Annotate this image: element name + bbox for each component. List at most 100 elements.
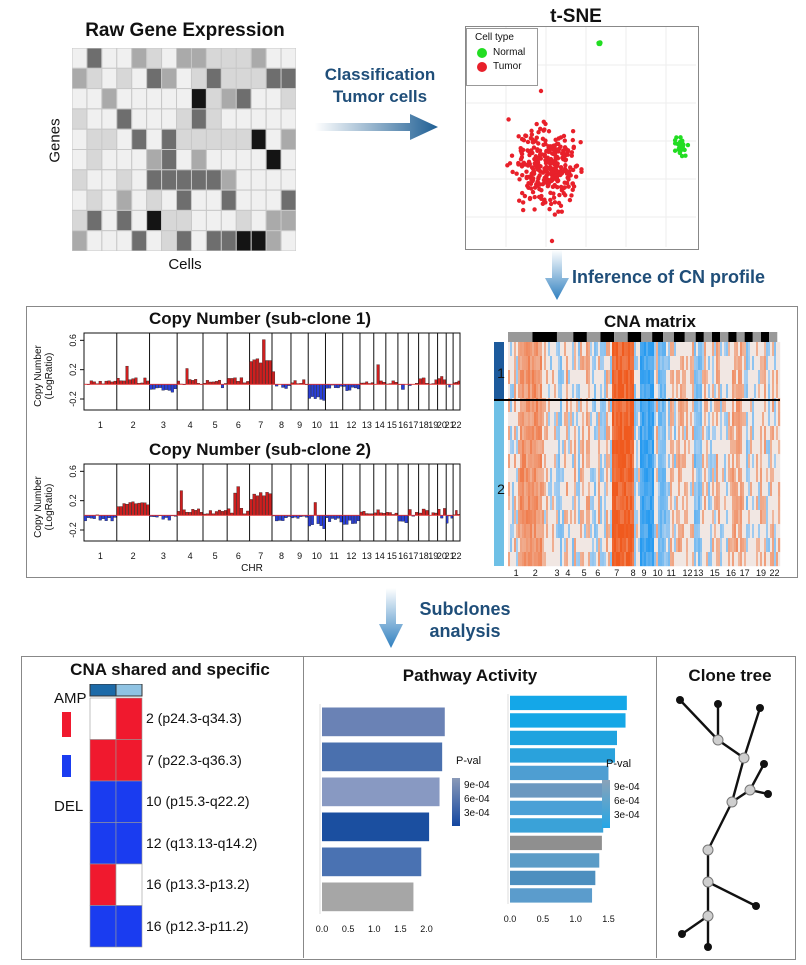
cna-cell (720, 552, 723, 567)
cna-cell (694, 496, 697, 511)
cna-cell (720, 510, 723, 525)
cna-cell (514, 468, 517, 483)
cna-cell (724, 342, 727, 357)
cn-chrom-label: 4 (188, 420, 193, 430)
cna-cell (668, 510, 671, 525)
cna-cell (668, 468, 671, 483)
tumor-point (519, 155, 525, 160)
cna-cell (646, 552, 649, 567)
cna-cell (594, 468, 597, 483)
cn-bar (336, 515, 340, 519)
cna-cell (696, 454, 699, 469)
cna-cell (712, 510, 715, 525)
cna-cell (778, 342, 781, 357)
cna-cell (684, 552, 687, 567)
cna-cell (664, 524, 667, 539)
cna-cell (556, 412, 559, 427)
cna-cell (688, 384, 691, 399)
cna-cell (552, 412, 555, 427)
cna-cell (730, 538, 733, 553)
cna-cell (656, 370, 659, 385)
cna-cell (656, 426, 659, 441)
cna-cell (754, 454, 757, 469)
cna-cell (534, 370, 537, 385)
cna-cell (726, 482, 729, 497)
cna-cell (718, 468, 721, 483)
heatmap-cell (235, 48, 252, 69)
heatmap-cell (116, 67, 133, 90)
cn-bar (401, 384, 405, 390)
cna-cell (600, 356, 603, 371)
cna-cell (584, 356, 587, 371)
cna-cell (618, 524, 621, 539)
cna-cell (718, 426, 721, 441)
cna-cell (716, 510, 719, 525)
cna-cell (610, 482, 613, 497)
cna-cell (650, 468, 653, 483)
cna-x-label: 17 (740, 568, 750, 576)
cna-cell (648, 440, 651, 455)
cna-cell (648, 482, 651, 497)
tumor-point (516, 134, 521, 139)
cn-bar (205, 380, 209, 385)
cna-cell (764, 510, 767, 525)
pval-colorbar (452, 778, 460, 826)
cna-cell (776, 524, 779, 539)
heatmap-cell (86, 169, 103, 191)
cna-cell (580, 454, 583, 469)
cna-cell (516, 426, 519, 441)
cna-cell (518, 412, 521, 427)
cna-cell (742, 384, 745, 399)
cna-cell (698, 426, 701, 441)
tumor-point (549, 238, 555, 244)
heatmap-cell (86, 149, 103, 171)
cn-bar (450, 515, 453, 519)
inference-arrow-icon (545, 250, 569, 300)
raw-expression-title: Raw Gene Expression (85, 20, 285, 41)
tumor-point (520, 162, 526, 167)
cna-cell (588, 384, 591, 399)
cna-cell (636, 482, 639, 497)
cna-clone1-label: 1 (497, 365, 505, 381)
pathway-bar (510, 713, 626, 728)
cna-cell (630, 482, 633, 497)
cna-cell (534, 552, 537, 567)
cn-bar (173, 384, 177, 390)
cna-cell (510, 384, 513, 399)
cna-cell (606, 412, 609, 427)
del-label: DEL (54, 798, 84, 815)
cna-cell (578, 510, 581, 525)
normal-point (677, 150, 683, 156)
cna-cell (552, 426, 555, 441)
tumor-point (517, 177, 522, 182)
cna-cell (744, 510, 747, 525)
legend-tumor-entry: Tumor (477, 61, 537, 72)
cna-cell (764, 356, 767, 371)
cn-bar (104, 380, 108, 385)
tree-leaf-node (752, 902, 760, 910)
cna-cell (712, 552, 715, 567)
cna-cell (558, 412, 561, 427)
cna-cell (550, 454, 553, 469)
cna-cell (660, 468, 663, 483)
cna-cell (536, 496, 539, 511)
cna-cell (606, 482, 609, 497)
tumor-point (556, 209, 561, 214)
cna-cell (596, 482, 599, 497)
amp-label: AMP (54, 690, 87, 707)
cna-cell (682, 552, 685, 567)
cna-cell (772, 342, 775, 357)
cna-cell (566, 356, 569, 371)
cna-cell (546, 482, 549, 497)
cna-cell (644, 524, 647, 539)
cna-cell (740, 552, 743, 567)
cna-cell (544, 342, 547, 357)
cna-cell (678, 538, 681, 553)
cna-cell (682, 538, 685, 553)
cna-cell (512, 426, 515, 441)
pval-tick-label: 3e-04 (614, 810, 640, 821)
cna-cell (512, 482, 515, 497)
cna-x-label: 22 (770, 568, 780, 576)
cna-cell (610, 370, 613, 385)
cna-cell (520, 342, 523, 357)
